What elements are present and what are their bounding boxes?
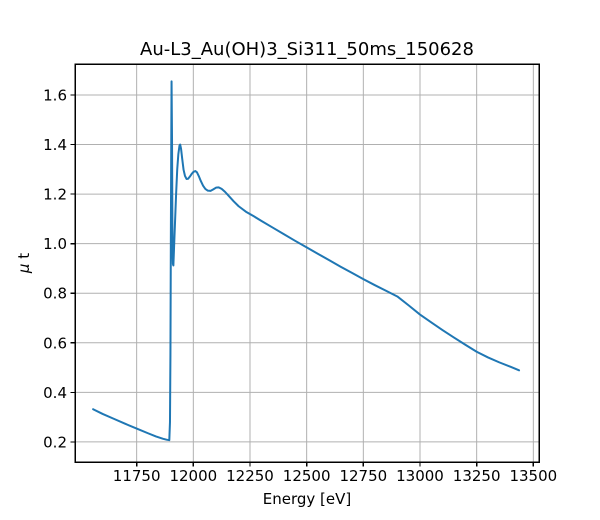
x-tick-label: 12000 bbox=[169, 467, 217, 485]
x-tick-label: 12250 bbox=[226, 467, 274, 485]
axis-tick-labels: 11750 12000 12250 12500 12750 13000 13250 13500… bbox=[43, 86, 557, 485]
y-axis-label: μ t bbox=[15, 253, 33, 274]
x-tick-label: 12750 bbox=[339, 467, 387, 485]
y-tick-label: 0.2 bbox=[43, 433, 67, 451]
x-tick-label: 13000 bbox=[396, 467, 444, 485]
plot-border bbox=[74, 63, 540, 463]
y-tick-label: 1.0 bbox=[43, 235, 67, 253]
x-tick-label: 13500 bbox=[509, 467, 557, 485]
y-tick-label: 0.8 bbox=[43, 285, 67, 303]
spectrum-line bbox=[92, 80, 521, 442]
chart-title: Au-L3_Au(OH)3_Si311_50ms_150628 bbox=[140, 39, 474, 60]
y-tick-label: 1.4 bbox=[43, 136, 67, 154]
x-tick-label: 13250 bbox=[453, 467, 501, 485]
y-tick-label: 1.6 bbox=[43, 86, 67, 104]
axis-tick-marks bbox=[70, 94, 534, 467]
y-tick-label: 0.4 bbox=[43, 384, 67, 402]
x-axis-label: Energy [eV] bbox=[263, 490, 351, 508]
y-tick-label: 0.6 bbox=[43, 334, 67, 352]
y-tick-label: 1.2 bbox=[43, 186, 67, 204]
gridlines bbox=[75, 64, 539, 462]
x-tick-label: 12500 bbox=[283, 467, 331, 485]
x-tick-label: 11750 bbox=[113, 467, 161, 485]
